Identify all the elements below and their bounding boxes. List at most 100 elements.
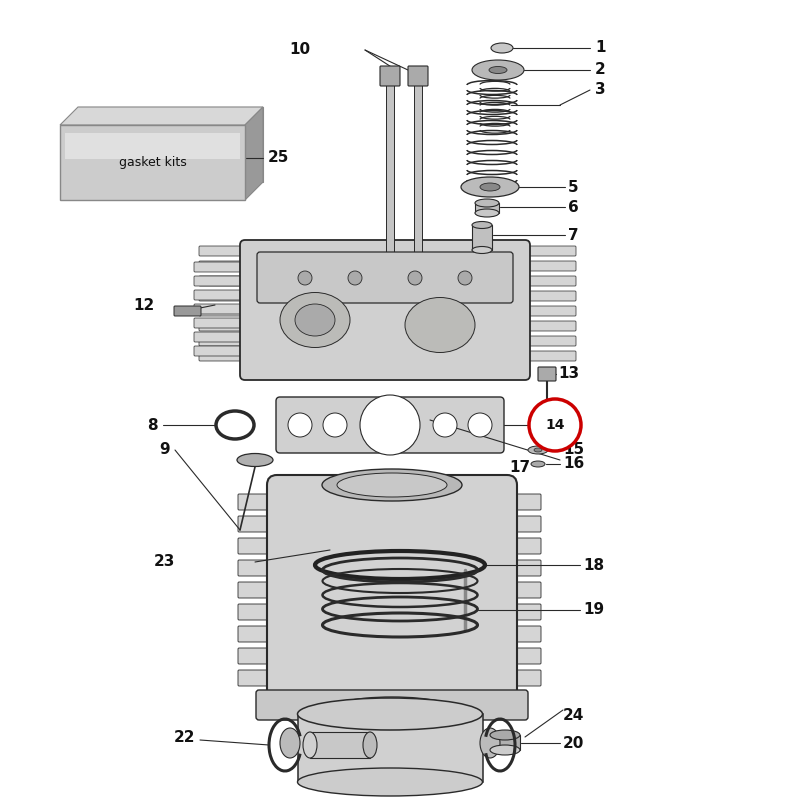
Text: 20: 20	[563, 735, 584, 750]
Text: 22: 22	[174, 730, 195, 746]
FancyBboxPatch shape	[494, 538, 541, 554]
FancyBboxPatch shape	[238, 626, 290, 642]
Ellipse shape	[322, 725, 462, 755]
Text: 1: 1	[595, 41, 606, 55]
Ellipse shape	[461, 177, 519, 197]
Text: 24: 24	[563, 707, 584, 722]
FancyBboxPatch shape	[194, 318, 256, 328]
FancyBboxPatch shape	[238, 604, 290, 620]
Ellipse shape	[298, 698, 482, 730]
FancyBboxPatch shape	[240, 240, 530, 380]
Ellipse shape	[480, 728, 500, 758]
FancyBboxPatch shape	[310, 732, 370, 758]
Polygon shape	[245, 107, 263, 200]
Text: 18: 18	[583, 558, 604, 573]
Ellipse shape	[303, 732, 317, 758]
Ellipse shape	[472, 60, 524, 80]
Ellipse shape	[363, 732, 377, 758]
Text: 12: 12	[134, 298, 155, 313]
FancyBboxPatch shape	[238, 582, 290, 598]
Ellipse shape	[322, 469, 462, 501]
Circle shape	[529, 399, 581, 451]
Ellipse shape	[237, 454, 273, 466]
Text: 17: 17	[509, 461, 530, 475]
FancyBboxPatch shape	[298, 714, 483, 782]
FancyBboxPatch shape	[194, 276, 256, 286]
FancyBboxPatch shape	[199, 351, 256, 361]
FancyBboxPatch shape	[199, 306, 256, 316]
FancyBboxPatch shape	[65, 133, 240, 158]
Text: 2: 2	[595, 62, 606, 78]
Text: 7: 7	[568, 227, 578, 242]
FancyBboxPatch shape	[524, 276, 576, 286]
FancyBboxPatch shape	[194, 346, 256, 356]
FancyBboxPatch shape	[194, 262, 256, 272]
FancyBboxPatch shape	[524, 321, 576, 331]
Text: 13: 13	[558, 366, 579, 382]
FancyBboxPatch shape	[238, 538, 290, 554]
Ellipse shape	[528, 446, 548, 454]
Circle shape	[323, 413, 347, 437]
Text: 16: 16	[563, 457, 584, 471]
FancyBboxPatch shape	[494, 560, 541, 576]
Circle shape	[360, 395, 420, 455]
FancyBboxPatch shape	[256, 690, 528, 720]
Ellipse shape	[280, 293, 350, 347]
FancyBboxPatch shape	[490, 735, 520, 750]
Circle shape	[458, 271, 472, 285]
FancyBboxPatch shape	[494, 604, 541, 620]
FancyBboxPatch shape	[524, 246, 576, 256]
FancyBboxPatch shape	[257, 252, 513, 303]
Ellipse shape	[489, 66, 507, 74]
FancyBboxPatch shape	[408, 66, 428, 86]
FancyBboxPatch shape	[199, 261, 256, 271]
Text: 23: 23	[154, 554, 175, 570]
FancyBboxPatch shape	[267, 475, 517, 705]
FancyBboxPatch shape	[524, 336, 576, 346]
Ellipse shape	[491, 43, 513, 53]
Ellipse shape	[490, 745, 520, 755]
Text: 14: 14	[546, 418, 565, 432]
Text: 9: 9	[159, 442, 170, 458]
FancyBboxPatch shape	[276, 397, 504, 453]
Ellipse shape	[531, 461, 545, 467]
FancyBboxPatch shape	[494, 582, 541, 598]
FancyBboxPatch shape	[199, 276, 256, 286]
FancyBboxPatch shape	[238, 670, 290, 686]
FancyBboxPatch shape	[494, 516, 541, 532]
Circle shape	[408, 271, 422, 285]
FancyBboxPatch shape	[238, 516, 290, 532]
Ellipse shape	[295, 304, 335, 336]
FancyBboxPatch shape	[322, 710, 462, 740]
FancyBboxPatch shape	[524, 306, 576, 316]
FancyBboxPatch shape	[538, 367, 556, 381]
FancyBboxPatch shape	[524, 351, 576, 361]
FancyBboxPatch shape	[199, 291, 256, 301]
FancyBboxPatch shape	[60, 125, 245, 200]
Ellipse shape	[475, 209, 499, 217]
FancyBboxPatch shape	[414, 85, 422, 280]
FancyBboxPatch shape	[494, 494, 541, 510]
Ellipse shape	[490, 730, 520, 740]
Ellipse shape	[322, 697, 462, 729]
Ellipse shape	[472, 222, 492, 229]
Ellipse shape	[405, 298, 475, 353]
FancyBboxPatch shape	[475, 203, 499, 213]
FancyBboxPatch shape	[238, 494, 290, 510]
FancyBboxPatch shape	[199, 321, 256, 331]
Text: 10: 10	[289, 42, 310, 58]
Circle shape	[288, 413, 312, 437]
FancyBboxPatch shape	[524, 291, 576, 301]
Polygon shape	[78, 107, 263, 182]
Circle shape	[298, 271, 312, 285]
Circle shape	[348, 271, 362, 285]
FancyBboxPatch shape	[524, 261, 576, 271]
Ellipse shape	[480, 183, 500, 191]
FancyBboxPatch shape	[194, 304, 256, 314]
FancyBboxPatch shape	[494, 648, 541, 664]
Ellipse shape	[280, 728, 300, 758]
FancyBboxPatch shape	[386, 85, 394, 280]
Circle shape	[433, 413, 457, 437]
Text: 8: 8	[147, 418, 158, 433]
Ellipse shape	[472, 246, 492, 254]
